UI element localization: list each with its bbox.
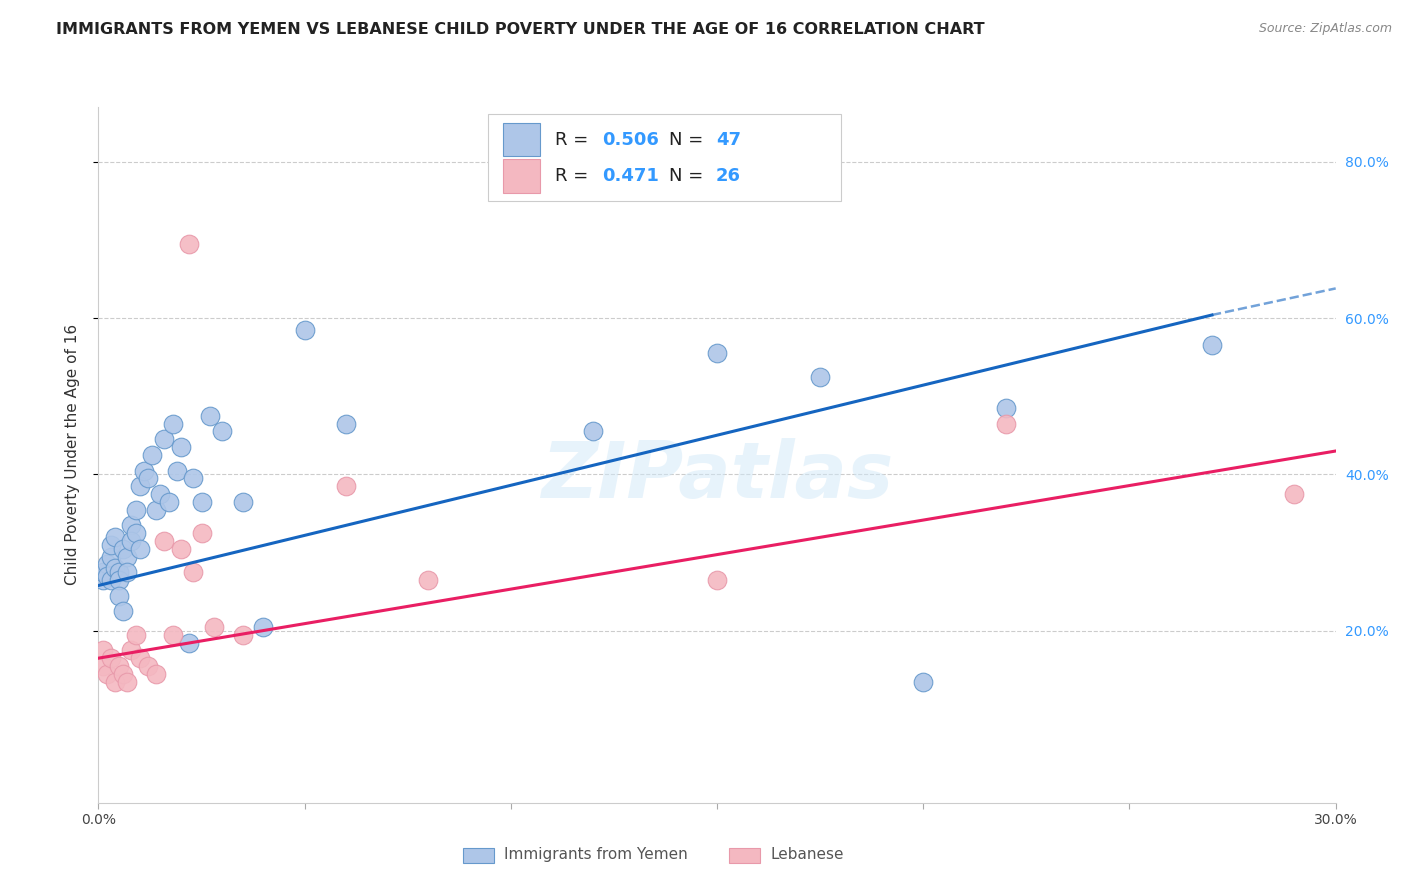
Point [120, 643, 142, 657]
Point [128, 651, 150, 665]
Point [157, 495, 180, 509]
Point [181, 565, 204, 579]
Point [166, 464, 188, 478]
Point [335, 479, 357, 493]
Point [132, 464, 155, 478]
Point [418, 573, 440, 587]
Point [124, 526, 146, 541]
FancyBboxPatch shape [488, 114, 841, 201]
Point [117, 565, 139, 579]
Text: R =: R = [555, 131, 593, 149]
Point [153, 432, 176, 446]
Point [108, 659, 131, 673]
Point [170, 541, 193, 556]
Point [294, 323, 316, 337]
Point [117, 549, 139, 564]
Point [179, 236, 201, 251]
Text: 0.506: 0.506 [602, 131, 659, 149]
Text: ZIPatlas: ZIPatlas [541, 438, 893, 514]
Point [100, 573, 122, 587]
Point [145, 666, 167, 681]
Point [91, 643, 114, 657]
Point [104, 674, 127, 689]
Point [1284, 487, 1306, 501]
Point [170, 440, 193, 454]
Point [202, 620, 225, 634]
FancyBboxPatch shape [464, 848, 495, 863]
Point [128, 479, 150, 493]
Point [124, 628, 146, 642]
FancyBboxPatch shape [503, 159, 540, 193]
Point [100, 549, 122, 564]
Point [252, 620, 274, 634]
Point [808, 369, 831, 384]
Point [1201, 338, 1223, 352]
Text: IMMIGRANTS FROM YEMEN VS LEBANESE CHILD POVERTY UNDER THE AGE OF 16 CORRELATION : IMMIGRANTS FROM YEMEN VS LEBANESE CHILD … [56, 22, 984, 37]
Text: Source: ZipAtlas.com: Source: ZipAtlas.com [1258, 22, 1392, 36]
Point [112, 541, 135, 556]
Point [912, 674, 935, 689]
Point [994, 417, 1017, 431]
Point [120, 518, 142, 533]
Point [190, 526, 212, 541]
Point [149, 487, 172, 501]
Point [112, 666, 135, 681]
Point [96, 666, 118, 681]
Point [706, 573, 728, 587]
Point [136, 659, 159, 673]
Point [128, 541, 150, 556]
Text: N =: N = [669, 131, 709, 149]
Point [100, 538, 122, 552]
Point [211, 425, 233, 439]
Point [232, 495, 254, 509]
Point [120, 533, 142, 548]
Point [335, 417, 357, 431]
Point [232, 628, 254, 642]
Point [104, 530, 127, 544]
Point [145, 502, 167, 516]
Text: 26: 26 [716, 167, 741, 185]
Text: 47: 47 [716, 131, 741, 149]
Point [994, 401, 1017, 415]
Point [91, 659, 114, 673]
Point [706, 346, 728, 360]
Text: Immigrants from Yemen: Immigrants from Yemen [505, 847, 688, 863]
Point [100, 651, 122, 665]
Text: 0.471: 0.471 [602, 167, 659, 185]
Text: R =: R = [555, 167, 593, 185]
Point [179, 635, 201, 649]
FancyBboxPatch shape [503, 123, 540, 156]
Text: N =: N = [669, 167, 709, 185]
Point [181, 471, 204, 485]
Point [108, 589, 131, 603]
Point [124, 502, 146, 516]
Y-axis label: Child Poverty Under the Age of 16: Child Poverty Under the Age of 16 [65, 325, 80, 585]
Point [108, 573, 131, 587]
Point [198, 409, 221, 423]
Point [96, 558, 118, 572]
Point [153, 533, 176, 548]
Point [162, 628, 184, 642]
Point [104, 561, 127, 575]
FancyBboxPatch shape [730, 848, 761, 863]
Point [582, 425, 605, 439]
Text: Lebanese: Lebanese [770, 847, 844, 863]
Point [96, 569, 118, 583]
Point [91, 573, 114, 587]
Point [141, 448, 163, 462]
Point [190, 495, 212, 509]
Point [136, 471, 159, 485]
Point [91, 565, 114, 579]
Point [117, 674, 139, 689]
Point [108, 565, 131, 579]
Point [112, 604, 135, 618]
Point [162, 417, 184, 431]
